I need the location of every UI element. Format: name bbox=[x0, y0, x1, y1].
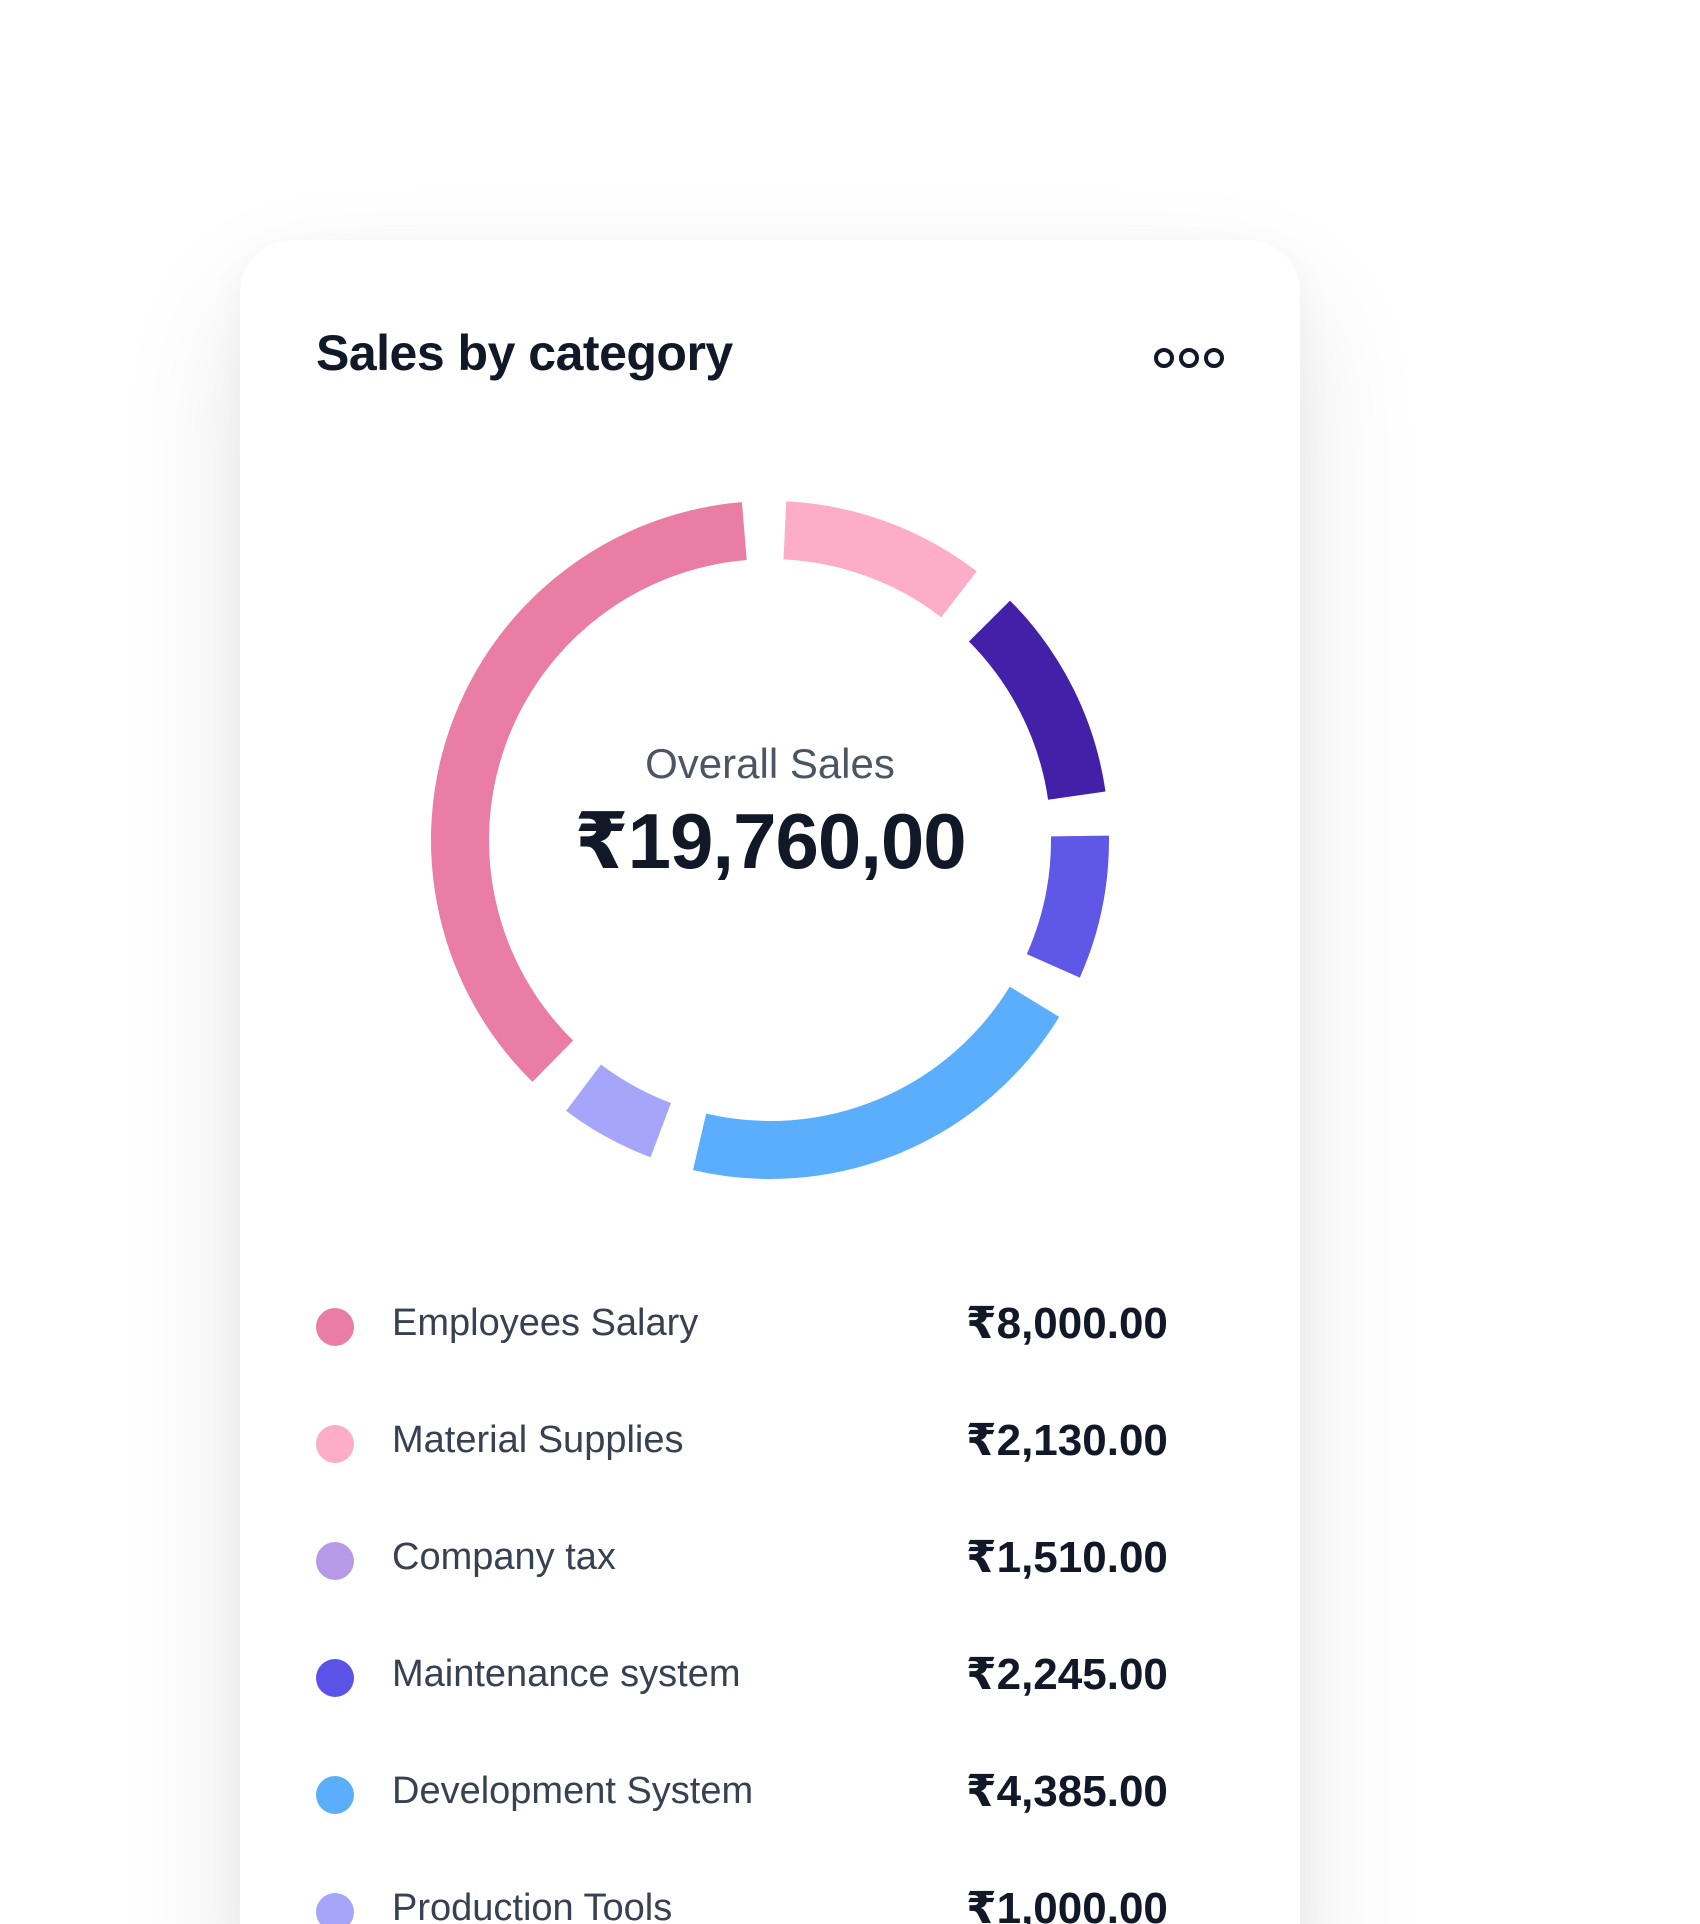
legend-color-dot bbox=[316, 1425, 354, 1463]
donut-segment-material-supplies[interactable] bbox=[782, 501, 977, 618]
donut-center-label: Overall Sales bbox=[645, 740, 895, 787]
legend-color-dot bbox=[316, 1542, 354, 1580]
sales-by-category-card: Sales by category Overall Sales ₹19,760,… bbox=[240, 240, 1300, 1924]
legend-label: Maintenance system bbox=[392, 1653, 741, 1695]
legend-item[interactable]: Production Tools ₹1,000.00 bbox=[316, 1875, 1236, 1924]
legend-item[interactable]: Development System ₹4,385.00 bbox=[316, 1758, 1236, 1875]
legend-label: Employees Salary bbox=[392, 1302, 699, 1344]
legend-item[interactable]: Material Supplies ₹2,130.00 bbox=[316, 1407, 1236, 1524]
legend-item[interactable]: Company tax ₹1,510.00 bbox=[316, 1524, 1236, 1641]
legend-label: Material Supplies bbox=[392, 1419, 684, 1461]
donut-center-value: ₹19,760,00 bbox=[574, 797, 966, 885]
donut-segment-employees-salary[interactable] bbox=[431, 502, 747, 1082]
more-horizontal-icon-dot bbox=[1179, 348, 1199, 368]
donut-segment-development-system[interactable] bbox=[693, 986, 1060, 1179]
legend-value: ₹2,130.00 bbox=[966, 1416, 1168, 1465]
legend-color-dot bbox=[316, 1893, 354, 1924]
legend-item[interactable]: Maintenance system ₹2,245.00 bbox=[316, 1641, 1236, 1758]
legend-value: ₹1,510.00 bbox=[966, 1533, 1168, 1582]
legend-label: Production Tools bbox=[392, 1887, 673, 1924]
legend-item[interactable]: Employees Salary ₹8,000.00 bbox=[316, 1290, 1236, 1407]
category-legend: Employees Salary ₹8,000.00 Material Supp… bbox=[316, 1290, 1236, 1924]
legend-label: Development System bbox=[392, 1770, 754, 1812]
legend-label: Company tax bbox=[392, 1536, 616, 1578]
donut-segment-company-tax[interactable] bbox=[1026, 835, 1109, 978]
more-horizontal-icon-dot bbox=[1204, 348, 1224, 368]
donut-chart: Overall Sales ₹19,760,00 bbox=[400, 470, 1140, 1210]
donut-segment-production-tools[interactable] bbox=[566, 1064, 672, 1158]
legend-color-dot bbox=[316, 1308, 354, 1346]
more-options-button[interactable] bbox=[1154, 338, 1224, 378]
legend-color-dot bbox=[316, 1659, 354, 1697]
donut-segment-maintenance-system[interactable] bbox=[968, 600, 1106, 801]
legend-value: ₹4,385.00 bbox=[966, 1767, 1168, 1816]
donut-chart-svg bbox=[431, 501, 1109, 1179]
legend-value: ₹8,000.00 bbox=[966, 1299, 1168, 1348]
legend-color-dot bbox=[316, 1776, 354, 1814]
legend-value: ₹1,000.00 bbox=[966, 1884, 1168, 1924]
card-title: Sales by category bbox=[316, 325, 733, 381]
more-horizontal-icon bbox=[1154, 348, 1174, 368]
legend-value: ₹2,245.00 bbox=[966, 1650, 1168, 1699]
